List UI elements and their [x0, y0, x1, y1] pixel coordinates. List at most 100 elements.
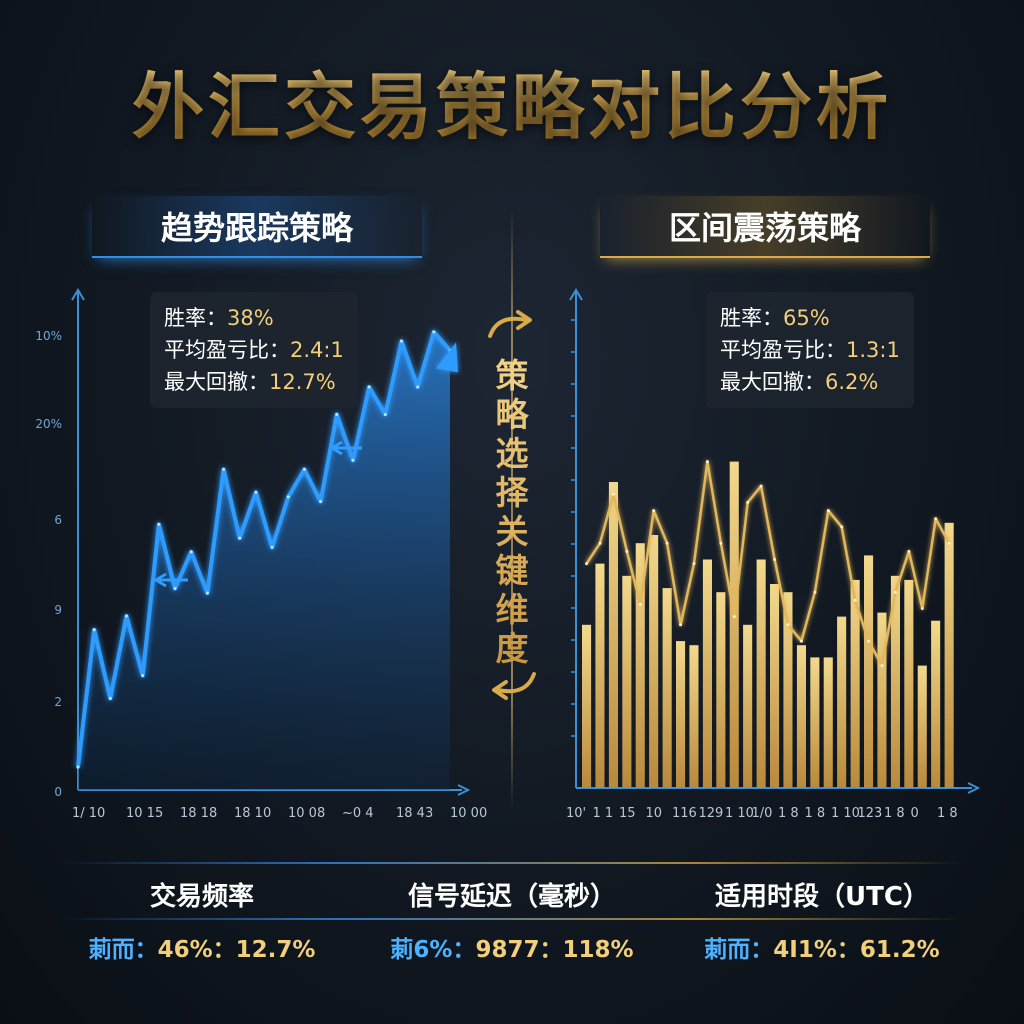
footer-divider-top: [60, 862, 964, 864]
range-bar: [756, 559, 766, 788]
y-tick-label: 0: [54, 785, 62, 799]
range-bar: [877, 612, 887, 788]
y-axis-arrow: [71, 288, 85, 301]
trend-stat-row: 平均盈亏比：2.4:1: [164, 334, 344, 366]
range-point: [826, 509, 830, 513]
range-point: [652, 509, 656, 513]
trend-point: [141, 674, 145, 677]
range-bar: [850, 579, 860, 788]
range-point: [813, 590, 817, 594]
x-tick-label: 10: [646, 806, 663, 821]
trend-point: [92, 628, 96, 632]
range-point: [920, 607, 924, 610]
range-bar: [729, 461, 739, 788]
trend-point: [157, 522, 161, 526]
page-title: 外汇交易策略对比分析: [0, 48, 1024, 153]
stat-value: 38%: [227, 306, 274, 330]
stat-value: 2.4:1: [290, 338, 344, 362]
trend-strategy-header: 趋势跟踪策略: [92, 196, 422, 258]
range-bar: [716, 592, 726, 788]
range-point: [799, 639, 803, 643]
range-point: [786, 623, 790, 627]
x-tick-label: 0: [911, 806, 919, 821]
trend-arrowhead: [436, 342, 458, 373]
trend-stat-row: 最大回撤：12.7%: [164, 366, 344, 398]
range-point: [625, 549, 629, 553]
range-bar: [635, 543, 645, 788]
range-point: [638, 602, 642, 606]
x-tick-label: 1 8: [805, 806, 826, 821]
range-stat-row: 最大回撤：6.2%: [720, 366, 900, 398]
range-point: [773, 558, 777, 561]
range-point: [907, 549, 911, 553]
range-bar: [931, 620, 941, 788]
stat-value: 65%: [783, 306, 830, 330]
range-point: [611, 492, 615, 496]
x-tick-label: 1 8: [937, 806, 958, 821]
trend-point: [383, 412, 387, 416]
x-axis-arrow: [457, 784, 471, 796]
curved-arrow-left-icon: [492, 672, 536, 700]
y-tick-label: 20%: [35, 417, 62, 431]
trend-point: [205, 591, 209, 595]
range-bar: [944, 522, 954, 788]
trend-point: [416, 385, 420, 389]
range-bar: [796, 645, 806, 788]
x-tick-label: 1/ 10: [72, 806, 105, 821]
range-point: [705, 460, 709, 464]
x-tick-label: 123: [858, 806, 883, 821]
range-bar: [890, 575, 900, 788]
x-tick-label: 129: [699, 806, 724, 821]
footer-divider-middle: [60, 918, 964, 920]
trend-point: [76, 765, 80, 769]
metric-prefix: 莿6%：: [390, 937, 476, 963]
range-bar: [837, 616, 847, 788]
trend-point: [108, 696, 112, 700]
range-point: [947, 541, 951, 545]
center-dimension-label: 策略选择关键维度: [488, 356, 536, 668]
trend-point: [335, 412, 339, 416]
range-bar: [662, 588, 672, 788]
stat-label: 最大回撤：: [164, 370, 269, 394]
range-point: [585, 562, 589, 566]
trend-small-arrow: [329, 440, 362, 456]
trend-point: [351, 458, 355, 462]
range-point: [679, 623, 683, 627]
metric-number: 4I1%：61.2%: [773, 937, 940, 963]
range-point: [880, 664, 884, 668]
x-tick-label: 15: [619, 806, 636, 821]
range-point: [746, 500, 750, 504]
curved-arrow-right-icon: [488, 310, 532, 338]
x-tick-label: 10 00: [450, 806, 487, 821]
trend-point: [222, 467, 226, 471]
x-tick-label: 10 15: [126, 806, 163, 821]
range-bar: [823, 657, 833, 788]
metric-value-session: 莿而：4I1%：61.2%: [662, 930, 982, 964]
metric-label-frequency: 交易频率: [149, 882, 254, 912]
metric-number: 9877：118%: [475, 937, 634, 963]
y-axis-arrow: [569, 288, 583, 301]
trend-point: [286, 495, 290, 499]
trend-point: [189, 550, 193, 554]
stat-label: 胜率：: [164, 306, 227, 330]
stat-value: 6.2%: [825, 370, 879, 394]
x-tick-label: 18 10: [234, 806, 271, 821]
trend-point: [173, 586, 177, 590]
range-point: [840, 525, 844, 529]
range-point: [893, 590, 897, 594]
x-tick-label: ~0 4: [342, 806, 374, 821]
x-tick-label: 1 10: [831, 806, 860, 821]
trend-point: [125, 614, 129, 618]
x-tick-label: 1 8: [884, 806, 905, 821]
metric-value-latency: 莿6%：9877：118%: [352, 930, 672, 964]
x-tick-label: 18 43: [396, 806, 433, 821]
range-stats-box: 胜率：65% 平均盈亏比：1.3:1 最大回撤：6.2%: [706, 292, 914, 408]
range-bar: [810, 657, 820, 788]
range-bar: [622, 575, 632, 788]
trend-point: [254, 490, 258, 494]
range-stat-row: 胜率：65%: [720, 302, 900, 334]
trend-stat-row: 胜率：38%: [164, 302, 344, 334]
range-stat-row: 平均盈亏比：1.3:1: [720, 334, 900, 366]
trend-point: [399, 339, 403, 343]
stat-value: 1.3:1: [846, 338, 900, 362]
